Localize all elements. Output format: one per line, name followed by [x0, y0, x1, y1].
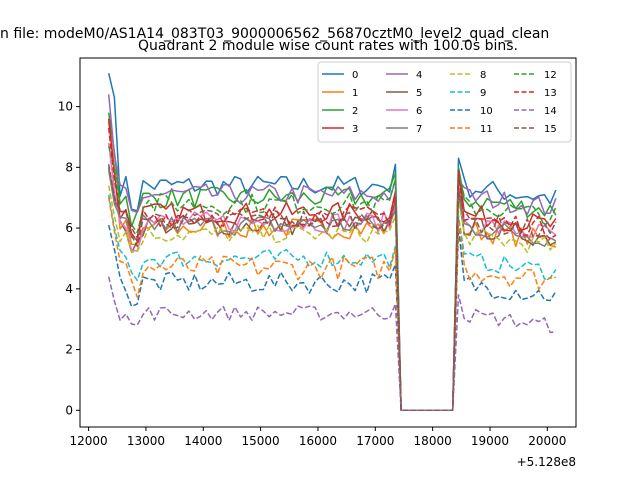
- legend-label-12: 12: [544, 70, 557, 81]
- series-line-10: [107, 224, 557, 412]
- legend-label-2: 2: [352, 106, 358, 117]
- x-tick-label: 16000: [299, 434, 337, 448]
- legend-label-8: 8: [480, 70, 486, 81]
- series-line-13: [107, 127, 557, 412]
- series-line-14: [107, 276, 556, 412]
- y-tick-label: 6: [65, 221, 73, 235]
- y-axis: 0 2 4 6 8 10: [58, 100, 80, 417]
- legend-label-5: 5: [416, 88, 422, 99]
- x-tick-label: 12000: [70, 434, 108, 448]
- x-axis: 12000 13000 14000 15000 16000 17000 18000 19000…: [70, 427, 566, 448]
- y-tick-label: 10: [58, 100, 73, 114]
- series-line-4: [107, 94, 557, 412]
- series-line-0: [107, 73, 557, 412]
- series-line-8: [107, 185, 557, 412]
- series-line-3: [107, 118, 557, 412]
- x-tick-label: 14000: [184, 434, 222, 448]
- x-axis-offset-label: +5.128e8: [517, 455, 576, 469]
- series-line-15: [107, 164, 557, 412]
- x-tick-label: 20000: [528, 434, 566, 448]
- figure-suptitle: n file: modeM0/AS1A14_083T03_9000006562_…: [0, 26, 549, 42]
- series-group: [107, 73, 557, 412]
- legend-label-6: 6: [416, 106, 422, 117]
- legend-label-13: 13: [544, 88, 557, 99]
- series-line-7: [107, 170, 557, 412]
- x-tick-label: 18000: [414, 434, 452, 448]
- y-tick-label: 2: [65, 343, 73, 357]
- legend-label-14: 14: [544, 106, 557, 117]
- y-tick-label: 0: [65, 403, 73, 417]
- legend-label-3: 3: [352, 124, 358, 135]
- chart-title: Quadrant 2 module wise count rates with …: [138, 38, 518, 54]
- legend-label-1: 1: [352, 88, 358, 99]
- legend-label-4: 4: [416, 70, 422, 81]
- x-tick-label: 19000: [471, 434, 509, 448]
- series-line-9: [107, 194, 557, 412]
- legend-label-15: 15: [544, 124, 557, 135]
- legend-label-9: 9: [480, 88, 486, 99]
- x-tick-label: 17000: [356, 434, 394, 448]
- axes-frame: [79, 57, 577, 428]
- legend-label-11: 11: [480, 124, 493, 135]
- x-tick-label: 15000: [242, 434, 280, 448]
- legend-label-0: 0: [352, 70, 358, 81]
- series-line-11: [107, 197, 557, 412]
- legend-frame: [317, 61, 572, 143]
- legend-label-7: 7: [416, 124, 422, 135]
- y-tick-label: 8: [65, 160, 73, 174]
- x-tick-label: 13000: [127, 434, 165, 448]
- legend-label-10: 10: [480, 106, 493, 117]
- y-tick-label: 4: [65, 282, 73, 296]
